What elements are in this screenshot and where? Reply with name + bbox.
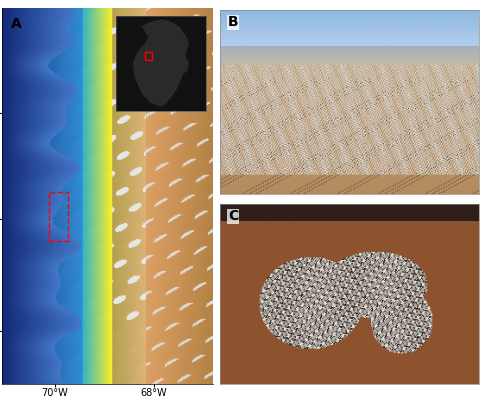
Text: A: A bbox=[11, 17, 22, 31]
Bar bbox=[49, 192, 68, 241]
Bar bbox=[145, 52, 152, 59]
Polygon shape bbox=[132, 19, 190, 107]
Text: B: B bbox=[228, 15, 239, 29]
Text: C: C bbox=[228, 209, 238, 223]
